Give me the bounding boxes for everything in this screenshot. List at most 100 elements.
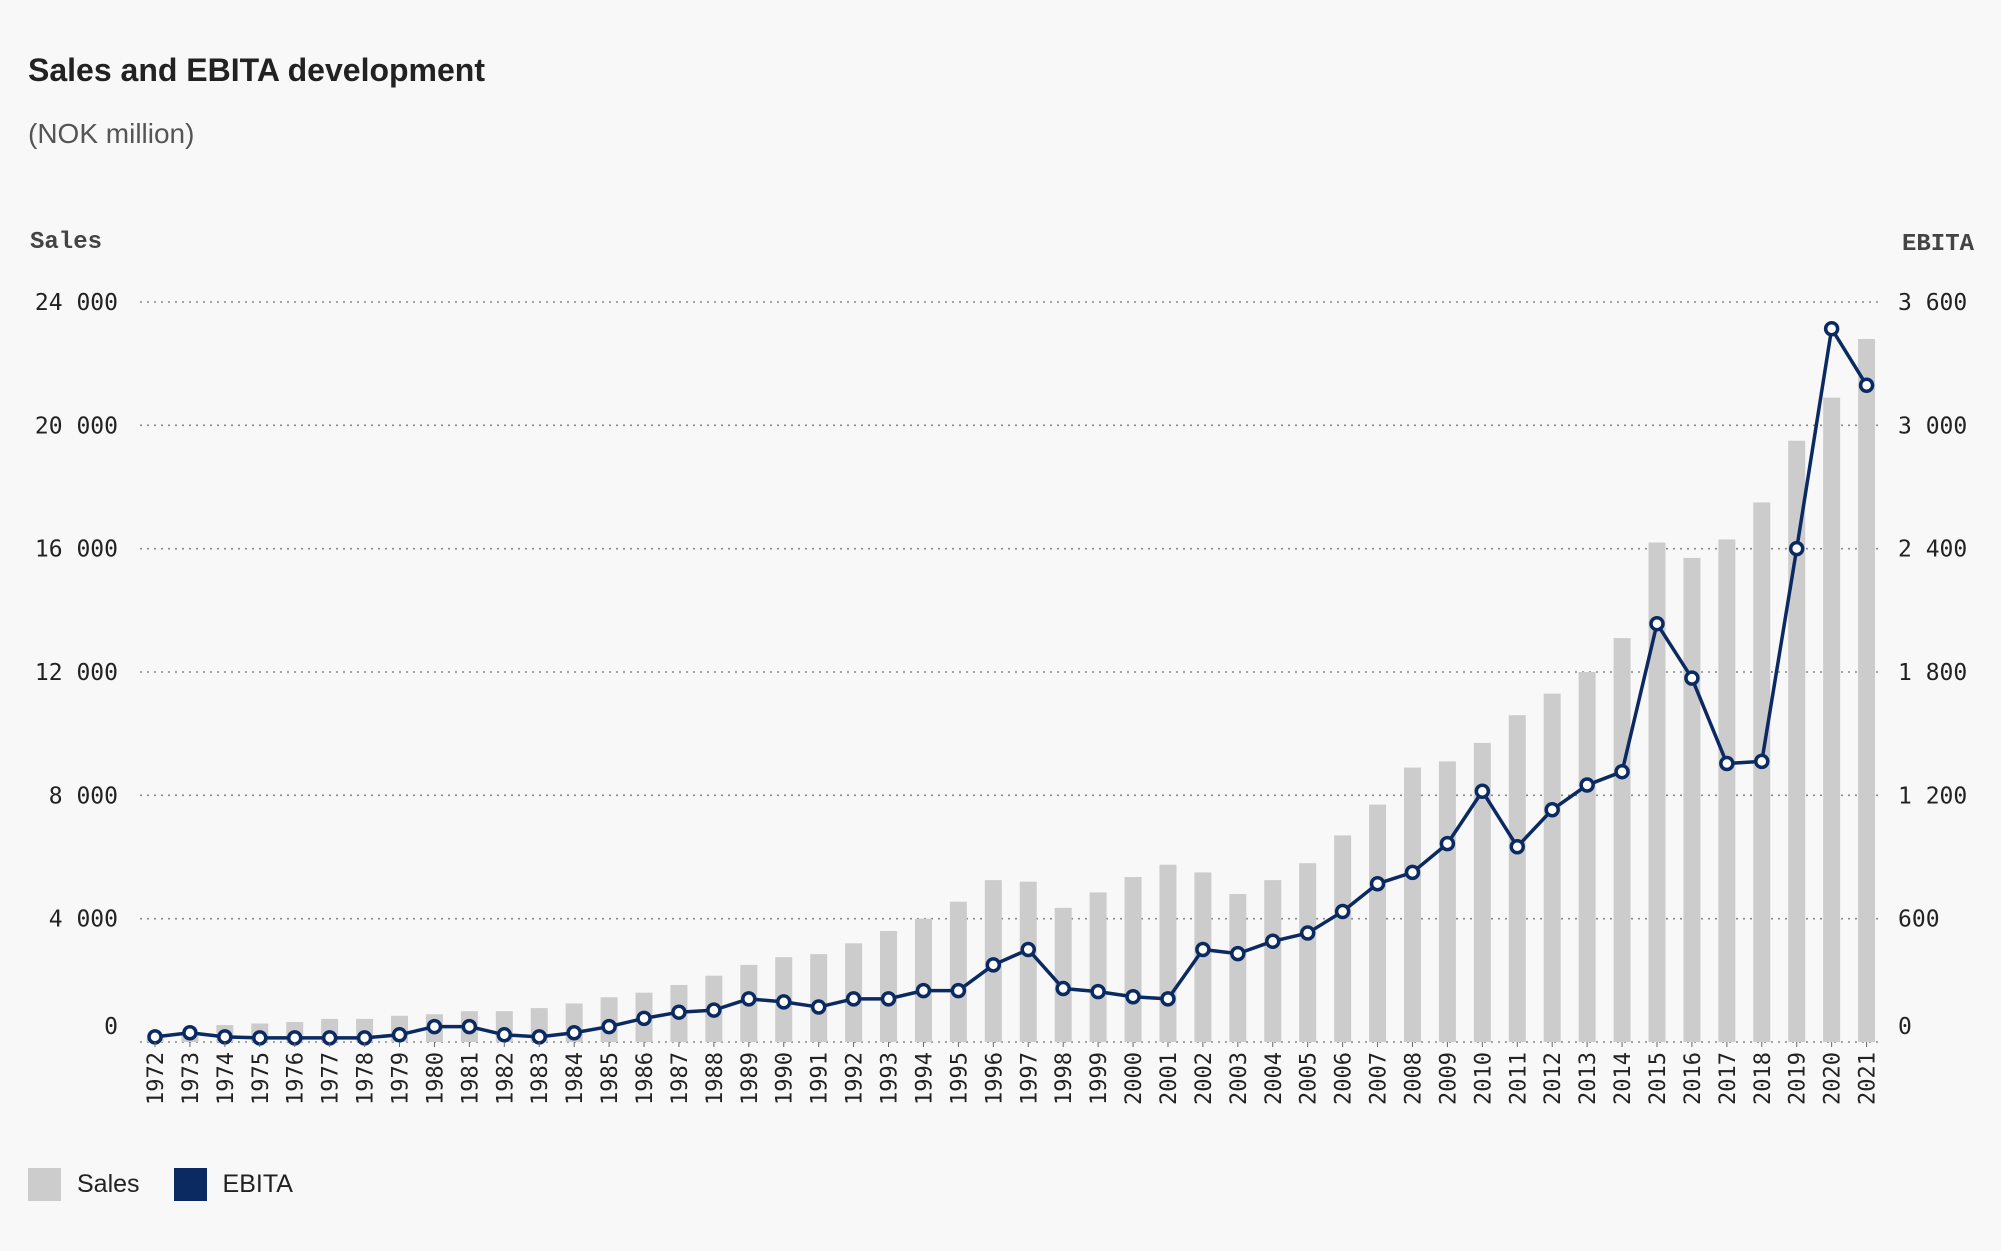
x-tick-label-2001: 2001 [1157,1052,1182,1105]
ebita-point-1980 [426,1018,443,1035]
ebita-point-1985 [601,1018,617,1035]
ebita-point-1987 [671,1004,687,1020]
x-tick-label-2021: 2021 [1856,1052,1881,1105]
sales-bar-2001 [1159,864,1177,1042]
x-tick-label-1973: 1973 [179,1052,204,1105]
sales-bar-1995 [949,901,967,1042]
left-tick-label: 4 000 [49,907,118,933]
sales-bar-2005 [1299,863,1317,1042]
x-tick-label-1998: 1998 [1052,1052,1077,1105]
x-tick-label-2018: 2018 [1751,1052,1776,1105]
x-tick-label-1987: 1987 [668,1052,693,1105]
sales-bar-1998 [1054,907,1072,1042]
right-tick-label: 2 400 [1898,537,1967,563]
sales-bar-2016 [1683,557,1701,1042]
sales-bars [146,339,1876,1043]
x-tick-label-1986: 1986 [633,1052,658,1105]
ebita-point-2000 [1125,989,1141,1005]
sales-bar-2012 [1543,693,1561,1042]
x-tick-label-2008: 2008 [1401,1052,1426,1105]
right-tick-label: 3 600 [1898,290,1967,316]
x-tick-label-2020: 2020 [1821,1052,1846,1105]
left-tick-label: 16 000 [35,537,118,563]
ebita-point-1997 [1020,941,1036,958]
ebita-point-2019 [1788,540,1805,557]
x-tick-label-1981: 1981 [458,1052,483,1105]
sales-bar-2003 [1229,894,1247,1042]
sales-bar-2007 [1369,804,1387,1042]
ebita-point-1989 [741,991,757,1007]
x-tick-label-1991: 1991 [808,1052,833,1105]
ebita-point-2004 [1265,933,1281,950]
x-tick-label-1982: 1982 [493,1052,518,1105]
ebita-point-1972 [147,1029,163,1045]
sales-bar-2004 [1264,880,1282,1042]
sales-bar-1997 [1019,881,1037,1042]
ebita-point-1992 [845,991,862,1007]
x-tick-label-2012: 2012 [1541,1052,1566,1105]
x-tick-label-1995: 1995 [947,1052,972,1105]
x-tick-label-1974: 1974 [214,1052,239,1105]
x-tick-label-2002: 2002 [1192,1052,1217,1105]
legend: Sales EBITA [28,1168,327,1201]
x-tick-label-1996: 1996 [982,1052,1007,1105]
sales-bar-2014 [1613,638,1631,1042]
ebita-point-2011 [1509,838,1526,855]
ebita-point-2016 [1684,670,1700,686]
x-tick-label-1997: 1997 [1017,1052,1042,1105]
x-tick-label-1993: 1993 [878,1052,903,1105]
x-tick-label-1979: 1979 [389,1052,414,1105]
x-tick-label-2011: 2011 [1506,1052,1531,1105]
x-tick-label-2004: 2004 [1262,1052,1287,1105]
x-tick-label-2005: 2005 [1297,1052,1322,1105]
legend-swatch-sales [28,1168,61,1201]
ebita-point-1990 [775,994,792,1010]
x-tick-label-1989: 1989 [738,1052,763,1105]
x-tick-label-2010: 2010 [1471,1052,1496,1105]
ebita-point-2021 [1858,377,1875,393]
sales-bar-1994 [914,918,932,1042]
x-tick-label-1999: 1999 [1087,1052,1112,1105]
sales-bar-2010 [1473,742,1491,1042]
ebita-point-1982 [496,1027,513,1043]
ebita-point-2017 [1719,755,1735,772]
x-tick-label-1980: 1980 [423,1052,448,1105]
ebita-point-1981 [461,1018,478,1035]
x-tick-label-1977: 1977 [319,1052,344,1105]
ebita-point-2013 [1579,777,1595,793]
legend-item-sales: Sales [28,1168,140,1201]
legend-label-sales: Sales [77,1170,140,1198]
right-tick-label: 600 [1898,907,1940,933]
ebita-point-1986 [636,1010,652,1027]
sales-bar-2008 [1403,767,1421,1042]
ebita-point-2014 [1614,763,1630,780]
x-tick-label-2000: 2000 [1122,1052,1147,1105]
x-tick-label-2009: 2009 [1436,1052,1461,1105]
ebita-series-line [154,326,1869,1040]
legend-label-ebita: EBITA [222,1170,293,1198]
ebita-point-2012 [1544,801,1560,818]
sales-bar-2018 [1753,502,1771,1043]
ebita-point-2008 [1404,864,1421,881]
x-tick-label-2016: 2016 [1681,1052,1706,1105]
x-tick-label-2015: 2015 [1646,1052,1671,1105]
ebita-point-2009 [1439,835,1456,852]
x-tick-label-2003: 2003 [1227,1052,1252,1105]
sales-bar-2013 [1578,672,1596,1042]
ebita-point-2006 [1334,903,1351,920]
left-tick-label: 0 [104,1014,118,1040]
right-axis-title: EBITA [1902,231,1975,258]
x-tick-label-2019: 2019 [1786,1052,1811,1105]
x-tick-label-1972: 1972 [144,1052,169,1105]
ebita-point-2018 [1754,753,1770,770]
sales-bar-2020 [1823,397,1841,1042]
x-tick-label-1992: 1992 [843,1052,868,1105]
right-tick-label: 3 000 [1898,413,1967,439]
ebita-point-1996 [985,957,1002,973]
x-tick-label-2014: 2014 [1611,1052,1636,1105]
x-tick-label-1983: 1983 [528,1052,553,1105]
ebita-point-2015 [1649,615,1665,632]
ebita-point-1974 [217,1029,233,1045]
sales-bar-2017 [1718,539,1736,1042]
